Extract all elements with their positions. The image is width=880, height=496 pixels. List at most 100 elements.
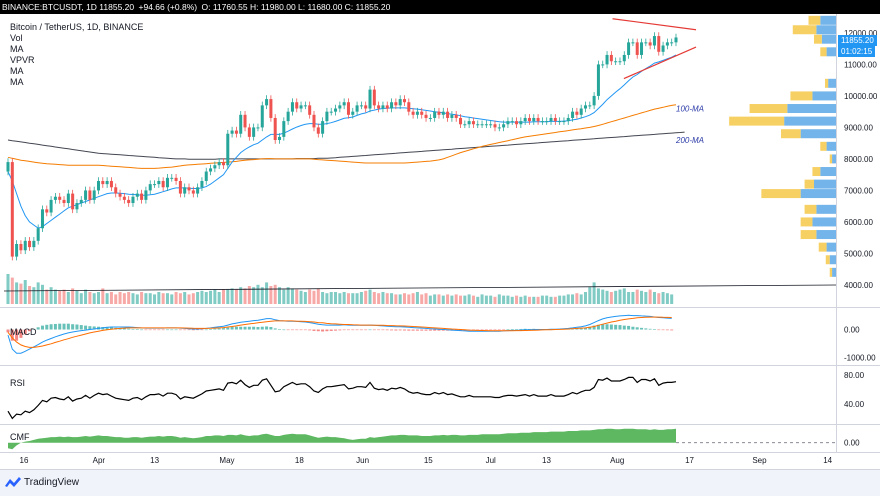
vpvr-bar-up	[816, 230, 836, 240]
candle-body	[290, 102, 294, 112]
candle-body	[398, 99, 402, 106]
volume-bar	[377, 293, 381, 304]
candle-body	[122, 196, 126, 200]
candle-body	[532, 117, 536, 122]
macd-histogram-bar	[614, 324, 618, 330]
candle-body	[19, 243, 23, 251]
vpvr-bar-down	[818, 242, 827, 252]
volume-bar	[230, 288, 234, 304]
macd-histogram-bar	[49, 324, 53, 330]
candle-body	[45, 209, 49, 213]
time-tick-label: 14	[823, 456, 832, 465]
ohlc-text: O: 11760.55 H: 11980.00 L: 11680.00 C: 1…	[201, 2, 391, 12]
volume-bar	[265, 282, 269, 304]
macd-histogram-bar	[424, 329, 428, 331]
candle-body	[527, 117, 531, 122]
vpvr-bar-down	[808, 15, 821, 25]
macd-histogram-bar	[627, 325, 631, 330]
macd-histogram-bar	[325, 329, 329, 332]
volume-bar	[321, 292, 325, 304]
volume-bar	[247, 286, 251, 304]
candle-body	[260, 105, 264, 128]
candle-body	[178, 180, 182, 194]
price-tick-label: 6000.00	[844, 218, 873, 227]
volume-bar	[549, 296, 553, 304]
macd-histogram-bar	[161, 329, 165, 331]
candle-body	[161, 180, 165, 188]
vpvr-bar-up	[814, 179, 836, 189]
macd-histogram-bar	[204, 329, 208, 331]
macd-histogram-bar	[415, 329, 419, 331]
vpvr-bar-down	[804, 179, 814, 189]
candle-body	[596, 64, 600, 96]
candle-body	[295, 102, 299, 109]
candle-body	[631, 42, 635, 44]
volume-bar	[506, 295, 510, 304]
candle-body	[135, 193, 139, 197]
macd-histogram-bar	[209, 329, 213, 330]
candle-body	[471, 121, 475, 125]
volume-bar	[390, 293, 394, 304]
legend-item-ma[interactable]: MA	[10, 77, 24, 87]
candle-body	[424, 114, 428, 118]
candle-body	[627, 42, 631, 55]
volume-bar	[415, 292, 419, 304]
macd-histogram-bar	[359, 329, 363, 331]
macd-histogram-bar	[157, 329, 161, 331]
candle-body	[562, 121, 566, 123]
ma100-annotation: 100-MA	[676, 105, 704, 114]
cmf-pane-title: CMF	[10, 432, 30, 442]
volume-bar	[316, 288, 320, 304]
macd-histogram-bar	[66, 323, 70, 330]
macd-histogram-bar	[368, 329, 372, 331]
vpvr-bar-down	[825, 255, 830, 265]
macd-histogram-bar	[36, 327, 40, 330]
volume-bar	[596, 288, 600, 304]
macd-histogram-bar	[71, 324, 75, 330]
macd-histogram-bar	[247, 326, 251, 330]
volume-bar	[575, 293, 579, 304]
time-tick-label: Jul	[486, 456, 496, 465]
legend-item-ma[interactable]: MA	[10, 44, 24, 54]
candle-body	[243, 114, 247, 128]
volume-bar	[631, 292, 635, 304]
volume-bar	[609, 292, 613, 304]
candle-body	[489, 124, 493, 126]
macd-histogram-bar	[144, 329, 148, 331]
macd-histogram-bar	[364, 329, 368, 331]
volume-bar	[553, 296, 557, 304]
volume-bar	[295, 289, 299, 304]
volume-bar	[303, 292, 307, 304]
volume-bar	[299, 290, 303, 304]
volume-bar	[489, 295, 493, 304]
macd-histogram-bar	[579, 328, 583, 330]
legend-title[interactable]: Bitcoin / TetherUS, 1D, BINANCE	[10, 22, 144, 32]
volume-bar	[278, 287, 282, 304]
legend-item-ma[interactable]: MA	[10, 66, 24, 76]
macd-histogram-bar	[390, 329, 394, 331]
volume-bar	[40, 284, 44, 304]
macd-histogram-bar	[437, 329, 441, 331]
volume-bar	[161, 293, 165, 304]
candle-body	[583, 105, 588, 109]
cmf-area	[8, 428, 676, 450]
volume-bar	[424, 293, 428, 304]
volume-bar	[290, 288, 294, 304]
vpvr-bar-up	[826, 141, 836, 151]
volume-bar	[23, 280, 27, 304]
candle-body	[657, 36, 661, 52]
volume-bar	[79, 293, 83, 304]
macd-histogram-bar	[618, 325, 622, 330]
candle-body	[157, 180, 161, 185]
volume-bar	[467, 294, 471, 304]
macd-histogram-bar	[75, 324, 79, 330]
chart-canvas[interactable]: 4000.00 5000.00 6000.00 7000.00 8000.00 9000.…	[0, 14, 880, 469]
macd-histogram-bar	[19, 329, 23, 338]
volume-bar	[226, 289, 230, 304]
volume-bar	[58, 290, 62, 304]
legend-item-vpvr[interactable]: VPVR	[10, 55, 35, 65]
volume-bar	[402, 293, 406, 304]
volume-bar	[665, 293, 669, 304]
legend-item-vol[interactable]: Vol	[10, 33, 23, 43]
candle-body	[217, 162, 221, 166]
